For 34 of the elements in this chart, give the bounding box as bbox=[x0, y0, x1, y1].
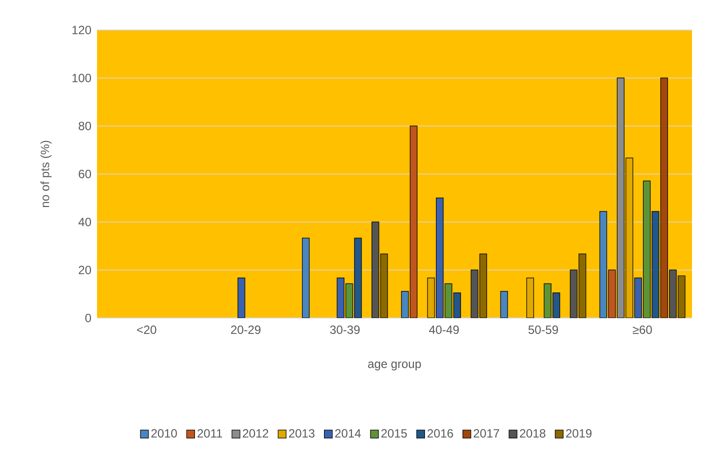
bar bbox=[453, 292, 461, 318]
legend-label: 2015 bbox=[381, 429, 407, 438]
y-tick-label: 120 bbox=[72, 26, 92, 34]
x-tick-label: 50-59 bbox=[528, 326, 558, 334]
bar bbox=[599, 211, 608, 318]
y-tick-label: 20 bbox=[78, 266, 92, 274]
y-axis-title: no of pts (%) bbox=[40, 140, 52, 208]
y-tick-label: 0 bbox=[85, 314, 92, 322]
x-tick-label: 40-49 bbox=[429, 326, 459, 334]
bar bbox=[500, 291, 508, 318]
x-axis-title: age group bbox=[368, 362, 421, 370]
y-tick-label: 40 bbox=[78, 218, 92, 226]
x-tick-label: <20 bbox=[137, 326, 156, 334]
legend-label: 2010 bbox=[151, 429, 177, 438]
legend-label: 2016 bbox=[428, 429, 454, 438]
x-tick-label: 30-39 bbox=[330, 326, 360, 334]
y-tick-label: 100 bbox=[72, 74, 92, 82]
bar bbox=[552, 292, 560, 318]
bar bbox=[626, 158, 634, 318]
legend-label: 2012 bbox=[242, 429, 268, 438]
y-tick-label: 60 bbox=[78, 170, 92, 178]
bar bbox=[410, 126, 418, 318]
x-tick-label: 20-29 bbox=[231, 326, 260, 334]
bar bbox=[526, 278, 534, 318]
bar bbox=[302, 238, 310, 318]
x-tick-label: ≥60 bbox=[632, 326, 652, 334]
bar bbox=[238, 278, 246, 318]
y-tick-label: 80 bbox=[78, 122, 92, 130]
legend-label: 2014 bbox=[335, 429, 361, 438]
legend-label: 2018 bbox=[520, 429, 546, 438]
legend-label: 2011 bbox=[198, 429, 222, 438]
legend-label: 2019 bbox=[566, 429, 592, 438]
legend-label: 2017 bbox=[474, 429, 500, 438]
legend-label: 2013 bbox=[289, 429, 314, 438]
